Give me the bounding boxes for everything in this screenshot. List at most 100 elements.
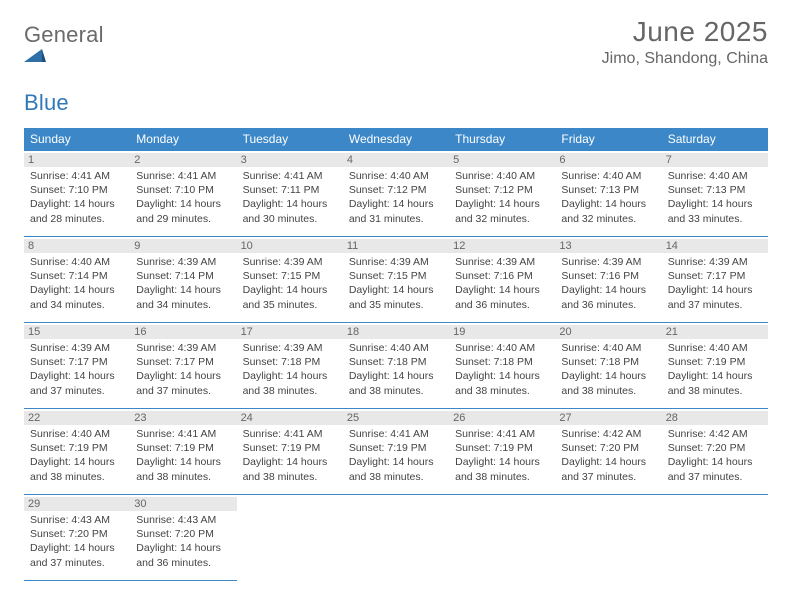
day-number: 12 — [449, 239, 555, 253]
day-info: Sunrise: 4:39 AMSunset: 7:14 PMDaylight:… — [136, 255, 230, 312]
calendar-day-cell — [555, 495, 661, 581]
day-info: Sunrise: 4:40 AMSunset: 7:19 PMDaylight:… — [30, 427, 124, 484]
calendar-day-cell: 1 Sunrise: 4:41 AMSunset: 7:10 PMDaylight… — [24, 151, 130, 237]
weekday-header: Monday — [130, 128, 236, 151]
day-info: Sunrise: 4:43 AMSunset: 7:20 PMDaylight:… — [136, 513, 230, 570]
calendar-day-cell: 25Sunrise: 4:41 AMSunset: 7:19 PMDayligh… — [343, 409, 449, 495]
calendar-day-cell: 8Sunrise: 4:40 AMSunset: 7:14 PMDaylight… — [24, 237, 130, 323]
calendar-day-cell — [449, 495, 555, 581]
calendar-day-cell: 15 Sunrise: 4:39 AMSunset: 7:17 PMDayligh… — [24, 323, 130, 409]
day-info: Sunrise: 4:41 AMSunset: 7:10 PMDaylight:… — [30, 169, 124, 226]
day-info: Sunrise: 4:41 AMSunset: 7:19 PMDaylight:… — [455, 427, 549, 484]
calendar-day-cell: 14 Sunrise: 4:39 AMSunset: 7:17 PMDayligh… — [662, 237, 768, 323]
day-number: 3 — [237, 153, 343, 167]
day-number: 24 — [237, 411, 343, 425]
calendar-day-cell: 24 Sunrise: 4:41 AMSunset: 7:19 PMDayligh… — [237, 409, 343, 495]
page-title: June 2025 — [602, 16, 768, 48]
calendar-day-cell: 21 Sunrise: 4:40 AMSunset: 7:19 PMDayligh… — [662, 323, 768, 409]
day-info: Sunrise: 4:42 AMSunset: 7:20 PMDaylight:… — [561, 427, 655, 484]
day-info: Sunrise: 4:39 AMSunset: 7:16 PMDaylight:… — [455, 255, 549, 312]
calendar-day-cell: 28Sunrise: 4:42 AMSunset: 7:20 PMDayligh… — [662, 409, 768, 495]
day-info: Sunrise: 4:40 AMSunset: 7:18 PMDaylight:… — [455, 341, 549, 398]
calendar-day-cell — [343, 495, 449, 581]
day-number: 1 — [24, 153, 130, 167]
calendar-day-cell: 11Sunrise: 4:39 AMSunset: 7:15 PMDayligh… — [343, 237, 449, 323]
day-info: Sunrise: 4:39 AMSunset: 7:16 PMDaylight:… — [561, 255, 655, 312]
calendar-day-cell: 13 Sunrise: 4:39 AMSunset: 7:16 PMDayligh… — [555, 237, 661, 323]
day-number: 6 — [555, 153, 661, 167]
calendar-table: Sunday Monday Tuesday Wednesday Thursday… — [24, 128, 768, 581]
day-info: Sunrise: 4:39 AMSunset: 7:18 PMDaylight:… — [243, 341, 337, 398]
logo: General Blue — [24, 22, 104, 116]
weekday-header: Thursday — [449, 128, 555, 151]
calendar-day-cell: 5 Sunrise: 4:40 AMSunset: 7:12 PMDaylight… — [449, 151, 555, 237]
title-block: June 2025 Jimo, Shandong, China — [602, 16, 768, 68]
day-info: Sunrise: 4:40 AMSunset: 7:12 PMDaylight:… — [455, 169, 549, 226]
day-info: Sunrise: 4:41 AMSunset: 7:19 PMDaylight:… — [136, 427, 230, 484]
calendar-day-cell: 12 Sunrise: 4:39 AMSunset: 7:16 PMDayligh… — [449, 237, 555, 323]
weekday-header: Tuesday — [237, 128, 343, 151]
day-number: 9 — [130, 239, 236, 253]
day-info: Sunrise: 4:40 AMSunset: 7:18 PMDaylight:… — [349, 341, 443, 398]
calendar-day-cell: 30 Sunrise: 4:43 AMSunset: 7:20 PMDayligh… — [130, 495, 236, 581]
day-number: 5 — [449, 153, 555, 167]
day-info: Sunrise: 4:39 AMSunset: 7:17 PMDaylight:… — [668, 255, 762, 312]
day-info: Sunrise: 4:40 AMSunset: 7:18 PMDaylight:… — [561, 341, 655, 398]
calendar-day-cell: 22 Sunrise: 4:40 AMSunset: 7:19 PMDayligh… — [24, 409, 130, 495]
day-number: 17 — [237, 325, 343, 339]
day-number: 13 — [555, 239, 661, 253]
day-number: 11 — [343, 239, 449, 253]
day-number: 25 — [343, 411, 449, 425]
day-info: Sunrise: 4:41 AMSunset: 7:10 PMDaylight:… — [136, 169, 230, 226]
calendar-day-cell: 7Sunrise: 4:40 AMSunset: 7:13 PMDaylight… — [662, 151, 768, 237]
calendar-day-cell: 10 Sunrise: 4:39 AMSunset: 7:15 PMDayligh… — [237, 237, 343, 323]
logo-text: General Blue — [24, 22, 104, 116]
day-number: 7 — [662, 153, 768, 167]
calendar-day-cell: 6 Sunrise: 4:40 AMSunset: 7:13 PMDaylight… — [555, 151, 661, 237]
day-number: 30 — [130, 497, 236, 511]
day-info: Sunrise: 4:39 AMSunset: 7:17 PMDaylight:… — [30, 341, 124, 398]
day-info: Sunrise: 4:41 AMSunset: 7:11 PMDaylight:… — [243, 169, 337, 226]
day-number: 20 — [555, 325, 661, 339]
calendar-day-cell: 27Sunrise: 4:42 AMSunset: 7:20 PMDayligh… — [555, 409, 661, 495]
logo-word-general: General — [24, 22, 104, 47]
day-info: Sunrise: 4:43 AMSunset: 7:20 PMDaylight:… — [30, 513, 124, 570]
calendar-day-cell: 17 Sunrise: 4:39 AMSunset: 7:18 PMDayligh… — [237, 323, 343, 409]
day-number: 28 — [662, 411, 768, 425]
calendar-day-cell: 3 Sunrise: 4:41 AMSunset: 7:11 PMDaylight… — [237, 151, 343, 237]
calendar-day-cell — [237, 495, 343, 581]
day-number: 15 — [24, 325, 130, 339]
day-number: 19 — [449, 325, 555, 339]
page-subtitle: Jimo, Shandong, China — [602, 50, 768, 68]
day-info: Sunrise: 4:39 AMSunset: 7:17 PMDaylight:… — [136, 341, 230, 398]
day-number: 23 — [130, 411, 236, 425]
day-info: Sunrise: 4:40 AMSunset: 7:19 PMDaylight:… — [668, 341, 762, 398]
day-number: 14 — [662, 239, 768, 253]
header: General Blue June 2025 Jimo, Shandong, Ch… — [24, 16, 768, 116]
day-number: 2 — [130, 153, 236, 167]
calendar-week-row: 22 Sunrise: 4:40 AMSunset: 7:19 PMDayligh… — [24, 409, 768, 495]
calendar-day-cell: 20 Sunrise: 4:40 AMSunset: 7:18 PMDayligh… — [555, 323, 661, 409]
day-number: 18 — [343, 325, 449, 339]
day-number: 10 — [237, 239, 343, 253]
day-info: Sunrise: 4:40 AMSunset: 7:12 PMDaylight:… — [349, 169, 443, 226]
day-number: 26 — [449, 411, 555, 425]
calendar-day-cell: 26 Sunrise: 4:41 AMSunset: 7:19 PMDayligh… — [449, 409, 555, 495]
calendar-week-row: 1 Sunrise: 4:41 AMSunset: 7:10 PMDaylight… — [24, 151, 768, 237]
calendar-day-cell: 2 Sunrise: 4:41 AMSunset: 7:10 PMDaylight… — [130, 151, 236, 237]
day-info: Sunrise: 4:40 AMSunset: 7:13 PMDaylight:… — [561, 169, 655, 226]
day-number: 21 — [662, 325, 768, 339]
day-info: Sunrise: 4:41 AMSunset: 7:19 PMDaylight:… — [243, 427, 337, 484]
calendar-day-cell: 29Sunrise: 4:43 AMSunset: 7:20 PMDayligh… — [24, 495, 130, 581]
logo-word-blue: Blue — [24, 90, 69, 115]
calendar-day-cell: 9 Sunrise: 4:39 AMSunset: 7:14 PMDaylight… — [130, 237, 236, 323]
calendar-day-cell: 19 Sunrise: 4:40 AMSunset: 7:18 PMDayligh… — [449, 323, 555, 409]
calendar-day-cell: 23 Sunrise: 4:41 AMSunset: 7:19 PMDayligh… — [130, 409, 236, 495]
calendar-day-cell — [662, 495, 768, 581]
weekday-header: Friday — [555, 128, 661, 151]
day-info: Sunrise: 4:39 AMSunset: 7:15 PMDaylight:… — [243, 255, 337, 312]
day-number: 8 — [24, 239, 130, 253]
weekday-header: Saturday — [662, 128, 768, 151]
day-number: 22 — [24, 411, 130, 425]
calendar-page: General Blue June 2025 Jimo, Shandong, Ch… — [0, 0, 792, 612]
